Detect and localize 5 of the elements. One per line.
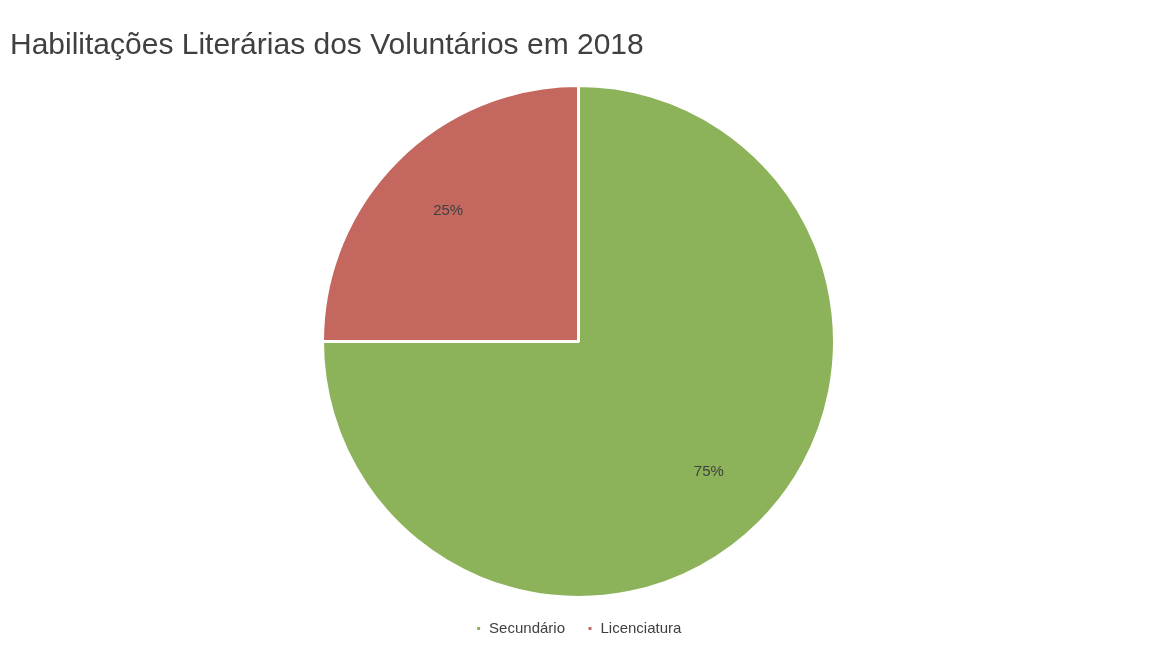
legend-label: Licenciatura (600, 618, 683, 636)
data-label: 75% (693, 461, 724, 479)
legend-label: Secundário (489, 618, 566, 636)
data-label: 25% (433, 201, 464, 219)
chart-title: Habilitações Literárias dos Voluntários em 2018 (10, 27, 644, 61)
